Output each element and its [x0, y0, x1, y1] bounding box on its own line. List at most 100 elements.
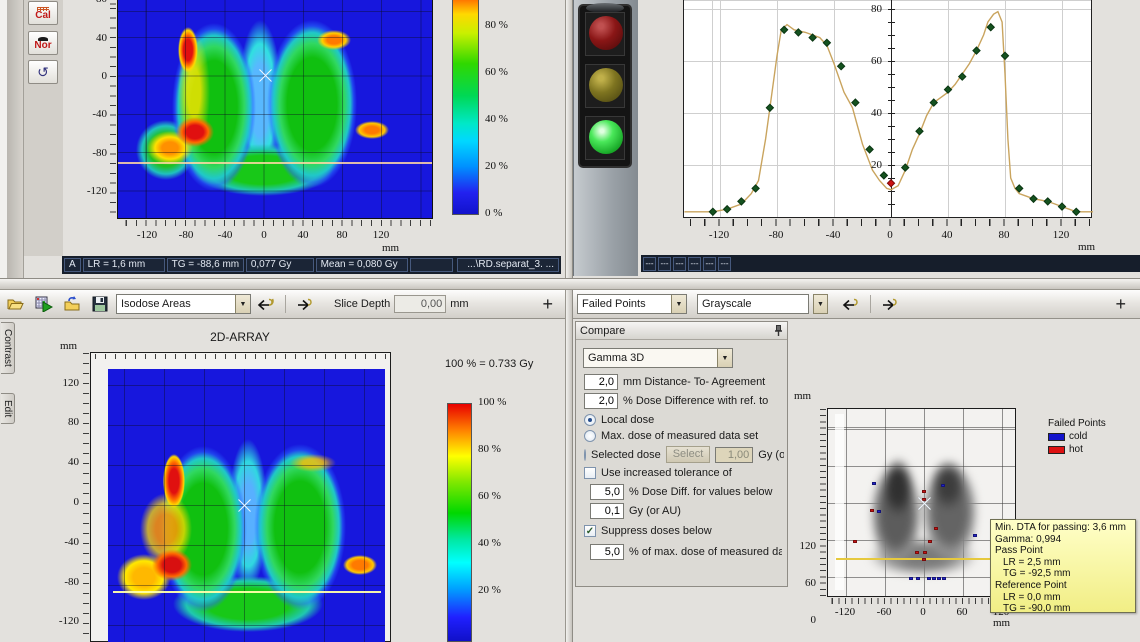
view-mode-select[interactable]: Isodose Areas ▼ [116, 294, 251, 314]
suppress-doses-label: Suppress doses below [601, 525, 712, 537]
profile-line-marker [118, 162, 432, 164]
measured-dose-plot[interactable] [117, 0, 433, 219]
data-point [1014, 184, 1024, 193]
result-view-value: Failed Points [582, 298, 646, 310]
local-dose-radio[interactable] [584, 414, 596, 426]
tick-label: -40 [217, 229, 233, 241]
undo-button[interactable] [255, 292, 279, 316]
data-point [1057, 202, 1067, 211]
reset-view-button[interactable]: ↺ [28, 60, 58, 84]
tick-label: -80 [768, 229, 784, 241]
tick-label: 80 % [485, 19, 508, 31]
add-view-button[interactable]: + [542, 293, 553, 314]
tooltip-line: LR = 0,0 mm [1003, 591, 1061, 603]
tolerance-dose-diff-input[interactable] [590, 484, 624, 500]
tooltip-line: Gamma: 0,994 [995, 533, 1062, 545]
data-point [794, 28, 803, 37]
suppress-threshold-input[interactable] [590, 544, 624, 560]
compare-method-select[interactable]: Gamma 3D ▼ [583, 348, 733, 368]
result-view-select[interactable]: Failed Points ▼ [577, 294, 687, 314]
tick-label: -40 [64, 535, 79, 548]
data-point [722, 204, 732, 214]
dta-input[interactable] [584, 374, 618, 390]
dose-diff-input[interactable] [584, 393, 618, 409]
data-point [779, 25, 789, 35]
failed-point-cold [942, 577, 947, 581]
select-dose-button[interactable]: Select [665, 446, 711, 463]
suppress-threshold-label: % of max. dose of measured data set [629, 546, 782, 558]
chevron-down-icon: ▼ [717, 349, 732, 367]
close-file-button[interactable] [60, 292, 84, 316]
cold-swatch [1048, 432, 1065, 441]
x-axis-unit: mm [382, 242, 400, 254]
left-gutter [7, 0, 24, 278]
tick-label: 80 [96, 0, 107, 5]
undo-arrow-icon [257, 298, 274, 311]
array-measure-icon [35, 296, 53, 312]
pin-icon[interactable] [774, 325, 783, 336]
failed-point-cold [972, 533, 977, 537]
tick-label: 60 % [485, 66, 508, 78]
tooltip-line: LR = 2,5 mm [1003, 556, 1061, 568]
tick-label: 0 [101, 70, 108, 82]
status-mean: Mean = 0,080 Gy [315, 258, 408, 272]
suppress-doses-checkbox[interactable]: ✓ [584, 525, 596, 537]
tick-label: 80 [336, 229, 348, 241]
palette-value: Grayscale [702, 298, 752, 310]
palette-select[interactable]: Grayscale [697, 294, 809, 314]
hot-label: hot [1069, 444, 1083, 455]
dta-label: mm Distance- To- Agreement [623, 376, 766, 388]
cal-button[interactable]: Cal [28, 1, 58, 25]
failed-point-hot [933, 527, 938, 531]
profile-plot[interactable] [683, 0, 1093, 218]
open-file-button[interactable] [4, 292, 28, 316]
slice-depth-input[interactable] [394, 295, 447, 313]
max-dose-radio[interactable] [584, 430, 596, 442]
tick-label: 20 % [485, 160, 508, 172]
data-point [822, 38, 832, 48]
array-dose-plot[interactable] [90, 352, 391, 642]
tick-label: -60 [876, 606, 892, 618]
tab-contrast[interactable]: Contrast [1, 322, 15, 374]
add-view-button[interactable]: + [1115, 293, 1126, 314]
y-axis-labels: 80 40 0 -40 -80 -120 [68, 0, 110, 218]
save-button[interactable] [88, 292, 112, 316]
tolerance-gy-input[interactable] [590, 503, 624, 519]
tab-edit[interactable]: Edit [1, 393, 15, 425]
tick-label: -80 [64, 575, 79, 588]
array-colorbar-labels: 100 % 80 % 60 % 40 % 20 % [476, 290, 522, 642]
array-top-ticks [92, 354, 389, 359]
compare-title: Compare [580, 324, 626, 337]
measure-array-button[interactable] [32, 292, 56, 316]
profile-y-labels: 80 60 40 20 [845, 0, 885, 218]
vertical-splitter[interactable] [565, 0, 573, 642]
horizontal-splitter[interactable] [0, 278, 1140, 290]
increased-tolerance-checkbox[interactable] [584, 467, 596, 479]
redo-button[interactable] [877, 292, 901, 316]
undo-button[interactable] [840, 292, 864, 316]
compare-header[interactable]: Compare [576, 322, 787, 340]
redo-button[interactable] [292, 292, 316, 316]
failed-point-hot [922, 558, 926, 562]
profile-x-unit: mm [1078, 241, 1096, 253]
selected-dose-radio[interactable] [584, 448, 586, 461]
tolerance-gy-label: Gy (or AU) [629, 505, 681, 517]
gamma-y-minor-ticks [820, 408, 826, 596]
max-dose-label: Max. dose of measured data set [601, 430, 759, 442]
y-minor-ticks [110, 0, 116, 218]
tick-label: 0 [810, 614, 817, 626]
failed-point-hot [927, 539, 932, 543]
selected-dose-input[interactable] [715, 446, 754, 463]
data-point [915, 126, 924, 136]
status-detector: A [64, 258, 81, 272]
measured-dose-heatmap [118, 0, 432, 218]
gamma-map-plot[interactable] [827, 408, 1016, 597]
tick-label: 40 [297, 229, 309, 241]
nor-button[interactable]: Nor [28, 31, 58, 55]
palette-chevron-button[interactable]: ▼ [813, 294, 828, 314]
redo-arrow-icon [298, 298, 312, 311]
failed-point-cold [927, 577, 932, 581]
array-dose-heatmap [108, 369, 385, 642]
